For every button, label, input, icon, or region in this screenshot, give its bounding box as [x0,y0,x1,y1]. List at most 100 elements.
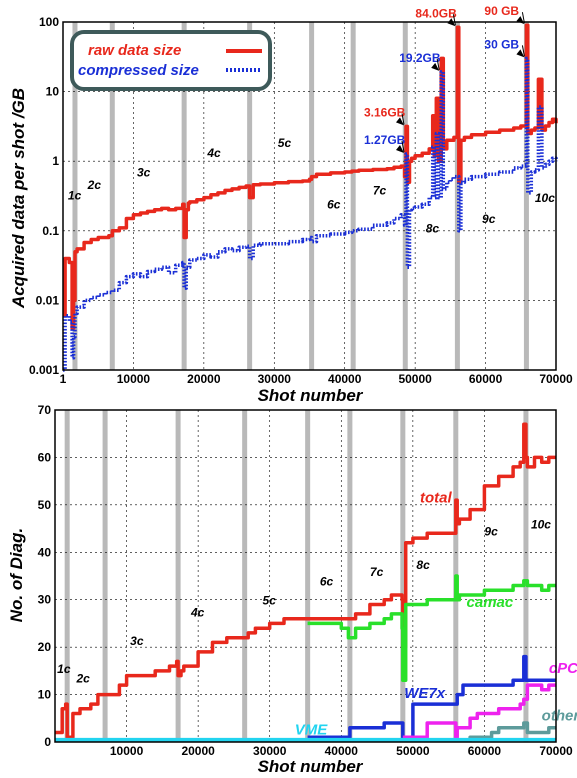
y-tick-label: 10 [46,85,60,99]
series-label-total: total [420,489,452,506]
annotation-arrow-line [521,45,525,57]
annotation-label: 84.0GB [415,6,457,20]
campaign-boundary-band [102,410,108,742]
x-tick-label: 1 [60,372,67,386]
series-line-cpci [402,683,556,740]
annotation-label: 3.16GB [364,105,406,119]
campaign-label: 7c [373,184,387,198]
campaign-boundary-band [400,410,406,742]
campaign-boundary-band [523,410,529,742]
annotation-label: 90 GB [484,4,519,18]
x-tick-label: 20000 [181,744,215,758]
x-tick-label: 20000 [187,372,221,386]
campaign-label: 10c [535,191,555,205]
campaign-label: 5c [278,136,292,150]
campaign-label: 7c [370,565,384,579]
campaign-boundary-band [347,410,353,742]
top-chart: 1 10000 20000 30000 40000 50000 60000 70000 0.00… [9,4,573,405]
series-line-raw-data-size [63,23,558,330]
campaign-label: 3c [137,166,151,180]
y-tick-label: 50 [38,498,52,512]
x-tick-label: 40000 [325,744,359,758]
bottom-x-axis-label: Shot number [258,757,364,776]
series-label-vme: VME [295,721,329,738]
annotation-arrow-head [395,144,404,153]
y-tick-label: 0.001 [29,363,59,377]
annotation-arrow-line [401,140,405,153]
y-tick-label: 70 [38,403,52,417]
series-label-others: others [542,708,577,725]
y-tick-label: 10 [38,688,52,702]
campaign-boundary-band [242,410,248,742]
campaign-boundary-band [64,410,70,742]
campaign-label: 3c [130,634,144,648]
series-label-cpci: cPCI [549,660,577,677]
x-tick-label: 40000 [328,372,362,386]
annotation-label: 1.27GB [364,133,406,147]
campaign-boundary-band [350,22,356,370]
legend-box [70,30,272,91]
x-tick-label: 50000 [398,372,432,386]
y-tick-label: 40 [38,545,52,559]
y-tick-label: 1 [52,154,59,168]
campaign-boundary-band [305,410,311,742]
campaign-label: 10c [531,518,551,532]
series-line-we7x [307,654,556,740]
campaign-label: 2c [87,178,102,192]
legend-label-raw-data-size: raw data size [88,42,181,59]
y-tick-label: 30 [38,593,52,607]
y-tick-label: 0.01 [36,293,60,307]
annotation-label: 19.2GB [399,51,441,65]
bottom-y-axis-label: No. of Diag. [7,528,26,622]
top-y-axis-label: Acquired data per shot /GB [9,88,28,309]
top-x-axis-label: Shot number [258,386,364,405]
y-tick-label: 0 [44,735,51,749]
campaign-label: 1c [68,189,82,203]
campaign-label: 4c [206,146,221,160]
x-tick-label: 70000 [539,744,573,758]
campaign-label: 6c [327,197,341,211]
campaign-label: 4c [190,605,205,619]
y-tick-label: 60 [38,450,52,464]
campaign-label: 8c [426,221,440,235]
campaign-label: 5c [263,593,277,607]
series-label-we7x: WE7x [404,685,446,702]
x-tick-label: 60000 [469,372,503,386]
campaign-label: 9c [482,212,496,226]
series-label-camac: camac [467,594,514,611]
campaign-boundary-band [181,22,187,370]
legend: raw data size compressed size [70,30,272,91]
annotation-label: 30 GB [484,37,519,51]
x-tick-label: 10000 [110,744,144,758]
series-line-compressed-size [63,56,558,372]
annotation-arrow-line [452,14,456,26]
x-tick-label: 60000 [468,744,502,758]
x-tick-label: 50000 [396,744,430,758]
y-tick-label: 100 [39,15,59,29]
bottom-chart: 10000 20000 30000 40000 50000 60000 70000 0 10 20… [7,403,577,776]
campaign-boundary-band [309,22,315,370]
campaign-boundary-band [175,410,181,742]
annotation-arrow-head [516,49,525,58]
campaign-boundary-band [72,22,78,370]
x-tick-label: 10000 [117,372,151,386]
campaign-label: 8c [416,558,430,572]
x-tick-label: 70000 [539,372,573,386]
campaign-label: 2c [75,672,90,686]
x-tick-label: 30000 [258,372,292,386]
annotation-arrow-line [401,113,405,125]
campaign-boundary-band [523,22,529,370]
annotation-arrow-head [395,117,404,126]
annotation-arrow-line [436,58,440,70]
campaign-label: 6c [320,574,334,588]
annotation-arrow-head [431,62,440,71]
series-line-camac [307,574,556,683]
y-tick-label: 20 [38,640,52,654]
campaign-boundary-band [109,22,115,370]
series-line-others [55,721,556,743]
y-tick-label: 0.1 [42,224,59,238]
x-tick-label: 30000 [253,744,287,758]
campaign-label: 9c [484,525,498,539]
campaign-label: 1c [57,662,71,676]
